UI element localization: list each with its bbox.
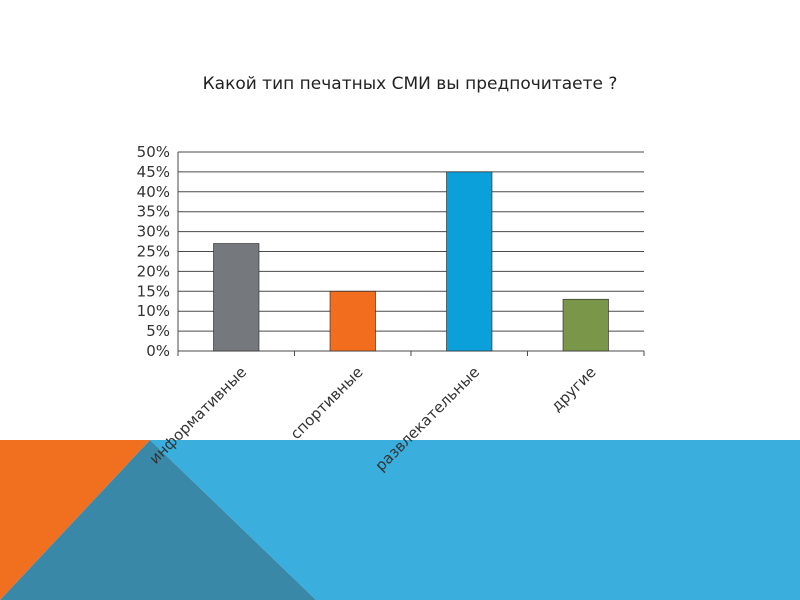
y-tick-label: 25% xyxy=(137,243,170,261)
bar-3 xyxy=(446,171,493,352)
y-tick-label: 5% xyxy=(146,322,170,340)
y-tick-label: 30% xyxy=(137,223,170,241)
category-label: развлекательные xyxy=(371,363,483,475)
bar-4 xyxy=(562,298,609,352)
bar-1 xyxy=(213,243,260,352)
chart-title: Какой тип печатных СМИ вы предпочитаете … xyxy=(202,74,618,94)
bar-2 xyxy=(329,290,376,352)
blue-band xyxy=(150,440,800,600)
y-tick-label: 45% xyxy=(137,163,170,181)
y-tick-label: 0% xyxy=(146,342,170,360)
y-tick-label: 40% xyxy=(137,183,170,201)
overlap-band xyxy=(0,440,316,600)
category-label: спортивные xyxy=(287,363,367,443)
y-tick-label: 35% xyxy=(137,203,170,221)
y-tick-label: 15% xyxy=(137,282,170,300)
y-tick-label: 20% xyxy=(137,262,170,280)
category-label: другие xyxy=(548,363,600,415)
y-tick-label: 50% xyxy=(137,143,170,161)
y-tick-label: 10% xyxy=(137,302,170,320)
category-label: информативные xyxy=(146,363,251,468)
